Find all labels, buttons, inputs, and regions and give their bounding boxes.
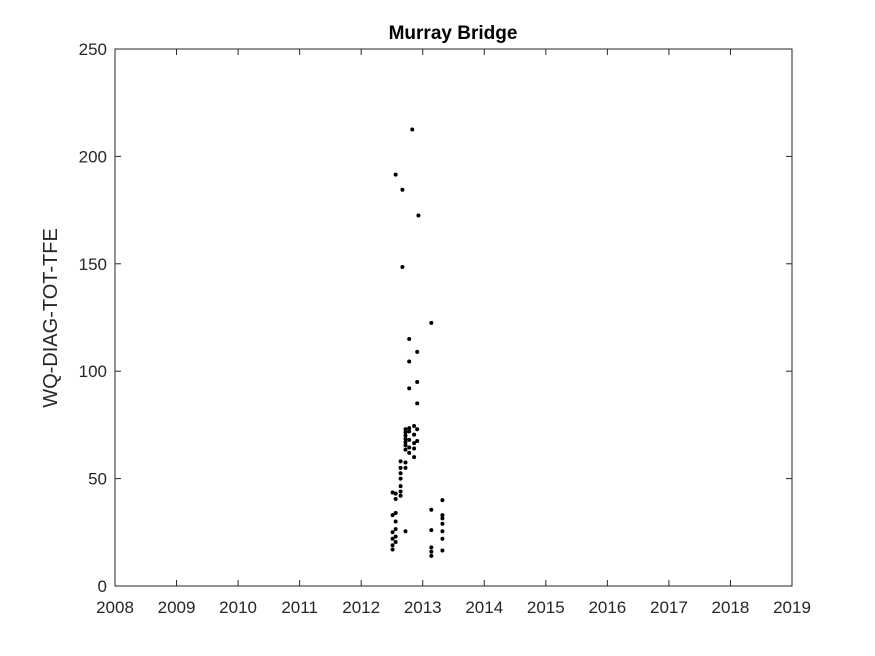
data-point <box>429 528 434 533</box>
x-tick-label: 2010 <box>219 598 257 617</box>
data-point <box>412 446 417 451</box>
y-tick-label: 100 <box>79 362 107 381</box>
data-point <box>407 450 412 455</box>
x-tick-label: 2014 <box>465 598 503 617</box>
data-point <box>440 529 445 534</box>
data-point <box>412 441 417 446</box>
data-point <box>440 536 445 541</box>
data-point <box>393 497 398 502</box>
data-point <box>390 543 395 548</box>
data-point <box>403 447 408 452</box>
data-point <box>403 433 408 438</box>
data-point <box>440 516 445 521</box>
data-point <box>429 549 434 554</box>
data-point <box>415 439 420 444</box>
data-point <box>407 359 412 364</box>
y-tick-label: 200 <box>79 147 107 166</box>
data-point <box>398 489 403 494</box>
x-tick-label: 2018 <box>712 598 750 617</box>
x-tick-label: 2013 <box>404 598 442 617</box>
data-point <box>403 443 408 448</box>
data-point <box>429 553 434 558</box>
data-point <box>398 493 403 498</box>
data-point <box>398 471 403 476</box>
data-point <box>415 349 420 354</box>
data-point <box>390 547 395 552</box>
data-point <box>393 539 398 544</box>
data-point <box>398 476 403 481</box>
data-point <box>416 213 421 218</box>
data-point <box>393 172 398 177</box>
data-point <box>429 545 434 550</box>
data-point <box>440 548 445 553</box>
data-point <box>393 510 398 515</box>
y-axis-title: WQ-DIAG-TOT-TFE <box>40 228 62 408</box>
x-tick-label: 2015 <box>527 598 565 617</box>
chart-title: Murray Bridge <box>389 23 518 44</box>
x-axis-ticks: 2008 2009 2010 2011 2012 2013 2014 2015 2016 2017… <box>96 49 811 617</box>
data-point <box>407 426 412 431</box>
data-point <box>398 459 403 464</box>
data-points <box>390 127 445 558</box>
data-point <box>440 498 445 503</box>
data-point <box>400 187 405 192</box>
x-tick-label: 2008 <box>96 598 134 617</box>
x-tick-label: 2016 <box>588 598 626 617</box>
y-axis-ticks: 0 50 100 150 200 250 <box>79 40 792 596</box>
y-tick-label: 0 <box>98 577 107 596</box>
y-tick-label: 50 <box>88 470 107 489</box>
x-tick-label: 2011 <box>281 598 318 617</box>
data-point <box>415 427 420 432</box>
data-point <box>393 519 398 524</box>
plot-frame <box>114 48 793 587</box>
data-point <box>440 513 445 518</box>
data-point <box>407 429 412 434</box>
x-tick-label: 2012 <box>342 598 380 617</box>
data-point <box>393 534 398 539</box>
data-point <box>403 465 408 470</box>
data-point <box>403 529 408 534</box>
data-point <box>403 430 408 435</box>
data-point <box>415 401 420 406</box>
data-point <box>407 336 412 341</box>
y-tick-label: 250 <box>79 40 107 59</box>
data-point <box>429 507 434 512</box>
data-point <box>407 437 412 442</box>
data-point <box>403 427 408 432</box>
x-tick-label: 2017 <box>650 598 688 617</box>
data-point <box>412 455 417 460</box>
data-point <box>410 127 415 132</box>
data-point <box>407 445 412 450</box>
data-point <box>400 265 405 270</box>
data-point <box>398 465 403 470</box>
data-point <box>403 440 408 445</box>
x-tick-label: 2019 <box>773 598 811 617</box>
data-point <box>440 521 445 526</box>
data-point <box>403 460 408 465</box>
data-point <box>412 432 417 437</box>
x-tick-label: 2009 <box>158 598 196 617</box>
data-point <box>412 423 417 428</box>
data-point <box>403 436 408 441</box>
y-tick-label: 150 <box>79 255 107 274</box>
data-point <box>393 527 398 532</box>
data-point <box>398 484 403 489</box>
data-point <box>407 386 412 391</box>
data-point <box>390 530 395 535</box>
data-point <box>393 491 398 496</box>
data-point <box>390 490 395 495</box>
data-point <box>390 513 395 518</box>
data-point <box>429 320 434 325</box>
data-point <box>390 536 395 541</box>
data-point <box>415 379 420 384</box>
